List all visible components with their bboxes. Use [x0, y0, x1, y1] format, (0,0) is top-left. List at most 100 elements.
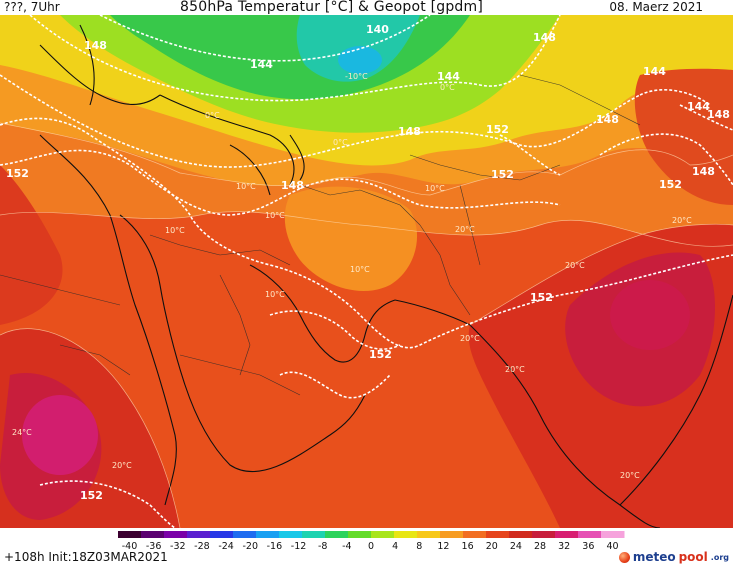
valid-date: 08. Maerz 2021	[609, 0, 703, 14]
scale-swatch	[394, 531, 418, 538]
temp-label: 20°C	[460, 334, 480, 343]
scale-swatch	[486, 531, 510, 538]
geo-label: 148	[692, 165, 715, 178]
scale-swatch	[118, 531, 142, 538]
scale-swatch	[532, 531, 556, 538]
temp-label: 0°C	[333, 138, 348, 147]
scale-swatch	[348, 531, 372, 538]
geo-label: 148	[596, 113, 619, 126]
scale-swatch	[555, 531, 579, 538]
scale-tick-label: -12	[291, 541, 307, 552]
geo-label: 144	[687, 100, 710, 113]
meteopool-logo: meteo pool .org	[618, 550, 729, 564]
geo-label: 152	[486, 123, 509, 136]
scale-tick-label: 20	[486, 541, 498, 552]
scale-tick-label: -4	[342, 541, 351, 552]
scale-tick-label: 24	[510, 541, 522, 552]
scale-tick-label: -16	[267, 541, 283, 552]
temp-label: 0°C	[440, 83, 455, 92]
hot-spot-india-core	[610, 280, 690, 350]
logo-icon	[618, 551, 630, 563]
scale-swatch	[141, 531, 165, 538]
geo-label: 144	[250, 58, 273, 71]
temp-label: 20°C	[112, 461, 132, 470]
geopotential-contours	[0, 15, 733, 528]
scale-swatch	[601, 531, 625, 538]
scale-swatch	[371, 531, 395, 538]
scale-swatch	[210, 531, 234, 538]
temperature-band-orange-iran	[284, 186, 418, 291]
color-scale: -40 -36 -32 -28 -24 -20 -16 -12 -8 -4 0 4 8 12 16 20 24 2…	[0, 528, 733, 566]
temp-label: 10°C	[350, 265, 370, 274]
scale-tick-label: 16	[462, 541, 474, 552]
scale-tick-label: -36	[146, 541, 162, 552]
scale-swatch	[279, 531, 303, 538]
geo-label: 152	[491, 168, 514, 181]
temp-label: 10°C	[265, 290, 285, 299]
temp-label: 20°C	[565, 261, 585, 270]
temp-label: -10°C	[345, 72, 368, 81]
scale-swatch	[164, 531, 188, 538]
geo-label: 152	[659, 178, 682, 191]
geopotential-labels: 148 140 144 148 144 144 148 148 152 148 …	[6, 23, 730, 502]
isotherm-contours	[0, 122, 733, 528]
temp-label: 20°C	[505, 365, 525, 374]
brand-accent: pool	[678, 550, 708, 564]
scale-tick-label: 36	[582, 541, 594, 552]
scale-swatch	[256, 531, 280, 538]
cold-core	[338, 46, 382, 74]
geo-label: 148	[398, 125, 421, 138]
scale-tick-label: 12	[437, 541, 449, 552]
weather-map: 148 140 144 148 144 144 148 148 152 148 …	[0, 15, 733, 528]
scale-swatch	[325, 531, 349, 538]
scale-swatch	[302, 531, 326, 538]
scale-tick-label: 28	[534, 541, 546, 552]
forecast-info: +108h Init:18Z03MAR2021	[4, 550, 168, 564]
geo-label: 148	[707, 108, 730, 121]
temperature-labels: 0°C -10°C 0°C 0°C 10°C 10°C 10°C 10°C 10…	[12, 72, 692, 480]
scale-tick-label: -28	[194, 541, 210, 552]
temperature-band-red-west	[0, 165, 63, 325]
geo-label: 144	[437, 70, 460, 83]
scale-tick-label: 0	[368, 541, 374, 552]
run-label: ???, 7Uhr	[4, 0, 60, 14]
temp-label: 20°C	[672, 216, 692, 225]
map-title: 850hPa Temperatur [°C] & Geopot [gpdm]	[180, 0, 484, 15]
scale-swatch	[440, 531, 464, 538]
scale-tick-label: 8	[416, 541, 422, 552]
geo-label: 148	[533, 31, 556, 44]
temp-label: 10°C	[236, 182, 256, 191]
geo-label: 148	[281, 179, 304, 192]
scale-swatch	[578, 531, 602, 538]
scale-tick-label: 32	[558, 541, 570, 552]
scale-swatch	[463, 531, 487, 538]
scale-tick-label: 40	[606, 541, 618, 552]
geo-label: 152	[369, 348, 392, 361]
temp-label: 0°C	[205, 111, 220, 120]
geo-label: 144	[643, 65, 666, 78]
temp-label: 10°C	[425, 184, 445, 193]
temperature-band-red-northeast	[634, 68, 733, 205]
brand-suffix: .org	[710, 552, 729, 562]
geo-label: 140	[366, 23, 389, 36]
scale-tick-label: 4	[392, 541, 398, 552]
scale-tick-label: -20	[242, 541, 258, 552]
country-borders	[0, 74, 641, 396]
temp-label: 10°C	[165, 226, 185, 235]
scale-swatch	[233, 531, 257, 538]
scale-tick-label: -8	[318, 541, 327, 552]
scale-swatch	[417, 531, 441, 538]
brand-main: meteo	[632, 550, 676, 564]
scale-tick-label: -40	[122, 541, 138, 552]
geo-label: 152	[530, 291, 553, 304]
temp-label: 10°C	[265, 211, 285, 220]
coastlines	[39, 24, 733, 528]
scale-tick-label: -32	[170, 541, 186, 552]
scale-swatch	[187, 531, 211, 538]
hot-spot-africa-core	[22, 395, 98, 475]
scale-swatch	[509, 531, 533, 538]
geo-label: 152	[80, 489, 103, 502]
temp-label: 24°C	[12, 428, 32, 437]
scale-tick-label: -24	[218, 541, 234, 552]
temp-label: 20°C	[620, 471, 640, 480]
